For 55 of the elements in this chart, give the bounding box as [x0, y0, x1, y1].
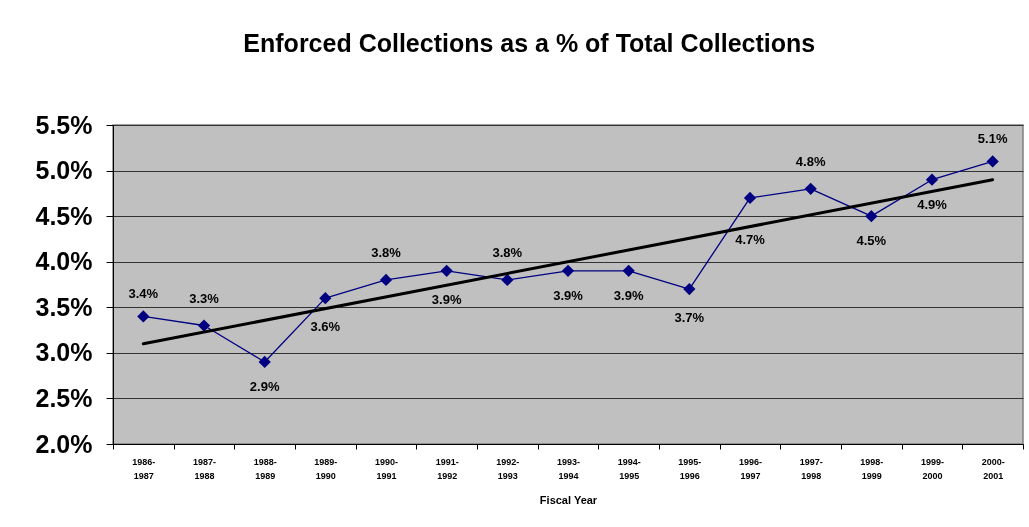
x-tick-label: 1992- 1993 [496, 456, 520, 481]
y-tick-label: 3.5% [35, 292, 93, 321]
data-label: 3.4% [128, 286, 159, 302]
x-tick-label: 1999- 2000 [920, 456, 945, 481]
x-tick-label: 1994- 1995 [617, 456, 641, 481]
y-tick-label: 2.0% [35, 429, 93, 458]
y-tick-label: 4.5% [35, 201, 93, 230]
x-tick-label: 1998- 1999 [860, 456, 884, 481]
y-tick-label: 5.0% [35, 156, 93, 185]
x-tick-label: 1988- 1989 [253, 456, 277, 481]
point [986, 155, 999, 168]
point [683, 282, 696, 296]
point [440, 264, 453, 277]
y-tick-label: 3.0% [35, 338, 93, 367]
point [379, 273, 393, 287]
x-tick-label: 1996- 1997 [738, 456, 763, 481]
y-tick-label: 4.0% [35, 247, 93, 276]
chart-title: Enforced Collections as a % of Total Collections [243, 29, 816, 57]
point [197, 319, 211, 332]
x-tick-label: 1995- 1996 [678, 456, 702, 481]
point [865, 210, 878, 223]
data-label: 4.7% [735, 231, 766, 247]
y-tick-label: 5.5% [35, 110, 93, 139]
point [925, 173, 939, 186]
point [501, 273, 514, 287]
x-tick-label: 1986- 1987 [132, 456, 156, 481]
data-label: 3.7% [674, 310, 705, 326]
x-tick-label: 2000- 2001 [981, 456, 1005, 481]
data-label: 3.8% [492, 244, 523, 260]
point [804, 182, 817, 195]
data-label: 4.9% [917, 196, 948, 212]
data-label: 3.3% [189, 290, 220, 306]
data-label: 4.8% [795, 153, 826, 169]
x-tick-label: 1990- 1991 [374, 456, 399, 481]
x-axis-title: Fiscal Year [539, 493, 598, 506]
x-tick-label: 1989- 1990 [314, 456, 338, 481]
y-tick-label: 2.5% [35, 383, 93, 412]
data-label: 3.6% [310, 319, 341, 335]
x-tick-label: 1991- 1992 [435, 456, 459, 481]
x-tick-label: 1997- 1998 [799, 456, 823, 481]
point [319, 292, 332, 305]
data-label: 5.1% [977, 131, 1008, 147]
data-label: 2.9% [249, 378, 280, 394]
point [561, 264, 575, 277]
data-label: 3.9% [553, 287, 584, 303]
data-label: 3.9% [431, 291, 462, 307]
x-tick-label: 1993- 1994 [556, 456, 581, 481]
data-label: 4.5% [856, 233, 887, 249]
data-label: 3.8% [371, 244, 402, 260]
point [258, 355, 271, 369]
x-tick-label: 1987- 1988 [192, 456, 217, 481]
point [743, 191, 757, 205]
point [137, 310, 150, 323]
point [622, 264, 635, 277]
data-label: 3.9% [613, 287, 644, 303]
